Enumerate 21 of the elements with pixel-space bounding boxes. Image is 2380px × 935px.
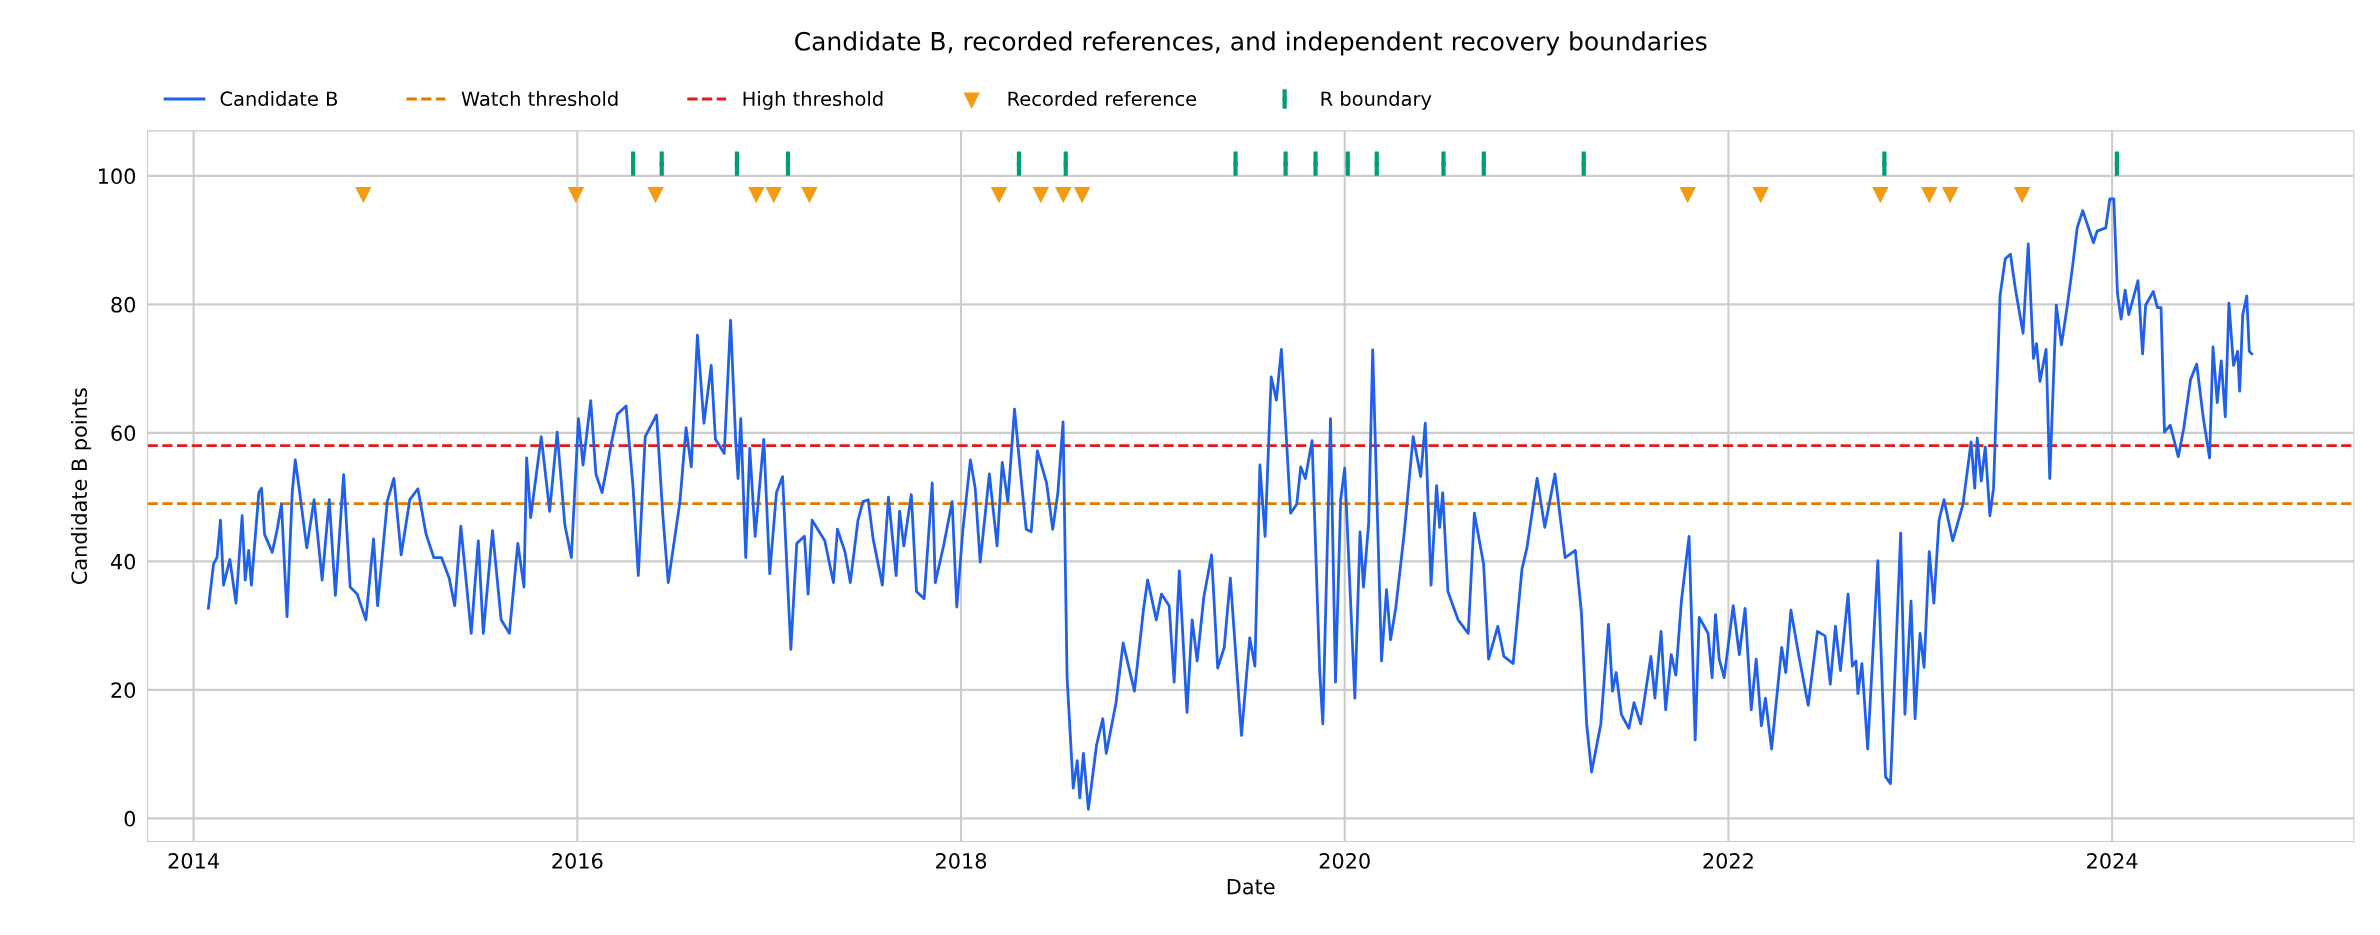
y-tick-label: 80	[111, 296, 136, 313]
x-tick-label: 2024	[2087, 852, 2138, 869]
legend-label: Recorded reference	[1008, 91, 1197, 107]
y-tick-label: 0	[124, 810, 136, 827]
legend-label: R boundary	[1321, 91, 1432, 110]
chart-title: Candidate B, recorded references, and independent recovery boundaries	[795, 31, 1707, 56]
y-tick-label: 20	[111, 682, 136, 699]
y-tick-label: 60	[111, 425, 136, 442]
legend-label: Watch threshold	[461, 91, 618, 107]
x-tick-label: 2022	[1703, 852, 1753, 869]
y-tick-label: 40	[110, 553, 136, 570]
y-tick-label: 100	[98, 168, 136, 185]
y-axis-title: Candidate B points	[70, 388, 92, 585]
x-axis-title: Date	[1227, 878, 1275, 895]
x-tick-label: 2016	[552, 852, 603, 869]
x-tick-label: 2020	[1319, 852, 1370, 869]
x-tick-label: 2018	[936, 852, 987, 869]
legend-label: Candidate B	[220, 91, 338, 107]
line-series	[206, 197, 2254, 811]
legend-label: High threshold	[743, 91, 883, 110]
x-tick-label: 2014	[168, 852, 219, 869]
